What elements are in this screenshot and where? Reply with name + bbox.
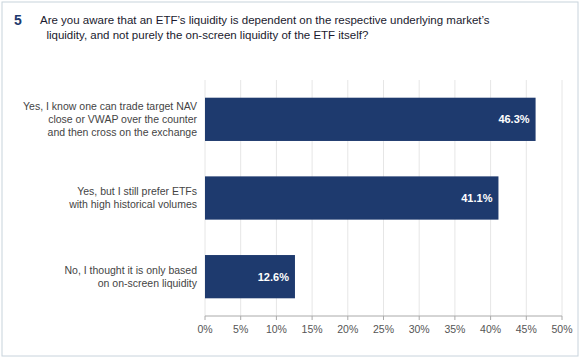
tick-mark	[240, 316, 241, 320]
tick-mark	[205, 316, 206, 320]
x-tick-label: 20%	[337, 323, 358, 335]
data-label: 12.6%	[258, 271, 289, 283]
data-labels: 46.3% 41.1% 12.6%	[258, 113, 530, 282]
x-tick-label: 40%	[480, 323, 501, 335]
bar	[205, 98, 536, 141]
x-tick-label: 35%	[444, 323, 465, 335]
frame	[2, 2, 578, 356]
tick-mark	[454, 316, 455, 320]
x-axis-line	[205, 316, 562, 317]
bar	[205, 176, 498, 219]
tick-mark	[490, 316, 491, 320]
grid	[205, 80, 562, 316]
x-tick-label: 10%	[266, 323, 287, 335]
tick-mark	[383, 316, 384, 320]
x-tick-label: 25%	[373, 323, 394, 335]
x-tick-label: 30%	[409, 323, 430, 335]
tick-mark	[276, 316, 277, 320]
y-tick-label: Yes, I know one can trade target NAVclos…	[23, 100, 197, 138]
chart: 5 Are you aware that an ETF’s liquidity i…	[0, 0, 580, 358]
y-axis: Yes, I know one can trade target NAVclos…	[23, 100, 198, 289]
bars	[205, 98, 536, 299]
tick-mark	[419, 316, 420, 320]
y-tick-label: Yes, but I still prefer ETFswith high hi…	[68, 185, 197, 210]
title-line: liquidity, and not purely the on-screen …	[40, 29, 368, 41]
title-line: Are you aware that an ETF’s liquidity is…	[40, 14, 490, 26]
x-tick-label: 50%	[551, 323, 572, 335]
x-tick-label: 45%	[516, 323, 537, 335]
title: Are you aware that an ETF’s liquidity is…	[40, 14, 490, 42]
data-label: 46.3%	[498, 113, 529, 125]
y-tick-line: on on-screen liquidity	[98, 277, 198, 289]
y-tick-line: with high historical volumes	[68, 198, 197, 210]
x-axis: 0% 5% 10% 15% 20% 25% 30% 35% 40% 45% 50%	[197, 316, 572, 335]
y-tick-line: close or VWAP over the counter	[48, 113, 197, 125]
y-tick-line: Yes, but I still prefer ETFs	[77, 185, 197, 197]
bar	[205, 255, 295, 298]
y-tick-line: and then cross on the exchange	[48, 126, 198, 138]
x-tick-label: 5%	[233, 323, 248, 335]
tick-mark	[312, 316, 313, 320]
title-number: 5	[14, 12, 22, 28]
data-label: 41.1%	[461, 192, 492, 204]
y-tick-line: No, I thought it is only based	[65, 264, 198, 276]
y-tick-line: Yes, I know one can trade target NAV	[23, 100, 197, 112]
x-tick-label: 0%	[197, 323, 212, 335]
tick-mark	[347, 316, 348, 320]
x-tick-label: 15%	[302, 323, 323, 335]
y-tick-label: No, I thought it is only basedon on-scre…	[65, 264, 198, 289]
tick-mark	[562, 316, 563, 320]
tick-mark	[526, 316, 527, 320]
grid-line	[562, 80, 563, 316]
